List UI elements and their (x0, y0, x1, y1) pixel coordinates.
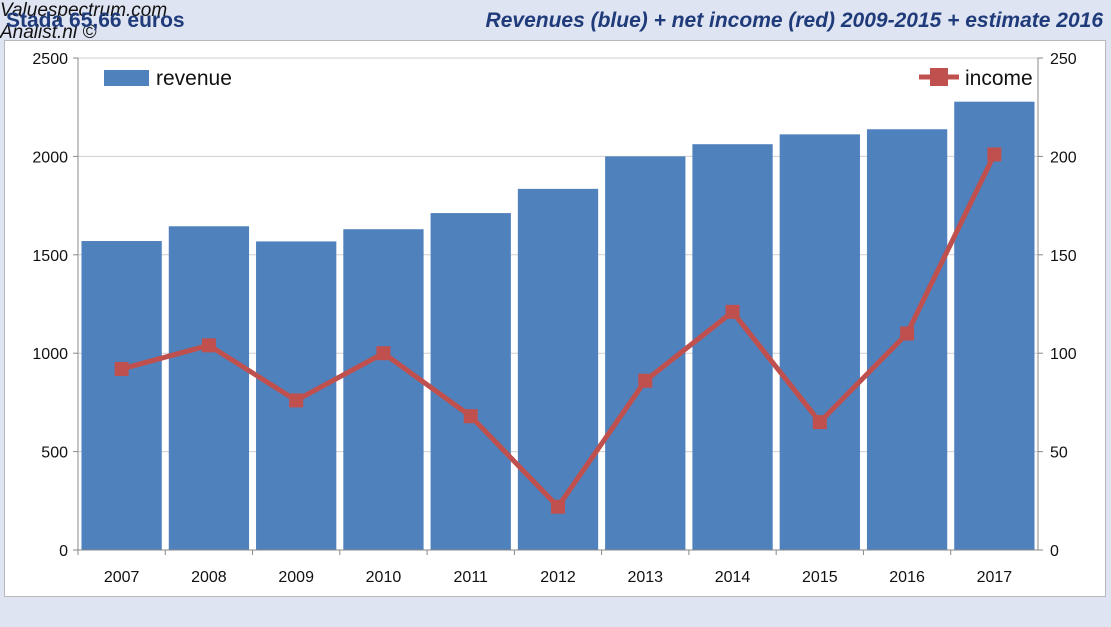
income-marker (638, 373, 653, 388)
revenue-bar (168, 226, 250, 550)
combo-chart: 0 500 1000 1500 2000 2500 0 50 100 150 200 250 2007 2… (32, 51, 1077, 586)
x-tick-label: 2010 (366, 569, 402, 586)
x-tick-label: 2009 (278, 569, 314, 586)
y-tick-label: 500 (41, 445, 68, 462)
y2-tick-label: 200 (1050, 149, 1077, 166)
income-marker (987, 147, 1002, 162)
x-tick-label: 2013 (627, 569, 663, 586)
income-marker (376, 346, 391, 361)
y2-tick-label: 150 (1050, 248, 1077, 265)
y2-tick-label: 250 (1050, 51, 1077, 68)
footer-credit: Analist.nl © (0, 22, 97, 43)
revenue-bar (779, 134, 860, 550)
income-marker (201, 338, 216, 353)
footer-source: Valuespectrum.com (0, 0, 168, 21)
x-tick-label: 2016 (889, 569, 925, 586)
y2-tick-label: 100 (1050, 346, 1077, 363)
x-tick-label: 2015 (802, 569, 838, 586)
y-tick-label: 1500 (32, 248, 68, 265)
chart-right-title: Revenues (blue) + net income (red) 2009-… (485, 9, 1103, 32)
income-marker (114, 361, 129, 376)
x-tick-label: 2014 (715, 569, 751, 586)
y-tick-label: 1000 (32, 346, 68, 363)
y2-tick-label: 50 (1050, 445, 1068, 462)
income-marker (725, 304, 740, 319)
income-marker (812, 415, 827, 430)
legend-income-marker (930, 68, 948, 86)
x-tick-label: 2012 (540, 569, 576, 586)
revenue-bar (343, 229, 424, 550)
revenue-bar (430, 213, 511, 550)
x-tick-label: 2007 (104, 569, 140, 586)
y-tick-label: 2000 (32, 149, 68, 166)
y-tick-label: 0 (59, 543, 68, 560)
revenue-bar (81, 241, 162, 551)
income-marker (289, 393, 304, 408)
revenue-bar (517, 188, 599, 550)
y2-tick-label: 0 (1050, 543, 1059, 560)
income-marker (900, 326, 915, 341)
x-tick-label: 2011 (454, 569, 489, 586)
income-marker (551, 499, 565, 514)
legend-revenue-label: revenue (156, 67, 232, 90)
x-tick-label: 2008 (191, 569, 227, 586)
legend-revenue-swatch (104, 70, 149, 86)
x-tick-label: 2017 (977, 569, 1013, 586)
y-tick-label: 2500 (32, 51, 68, 68)
revenue-bar (605, 156, 686, 550)
revenue-bar (954, 101, 1035, 550)
legend-income-label: income (965, 67, 1033, 90)
chart-left-title: Stada 65,66 euros (6, 9, 185, 32)
income-marker (463, 409, 478, 424)
